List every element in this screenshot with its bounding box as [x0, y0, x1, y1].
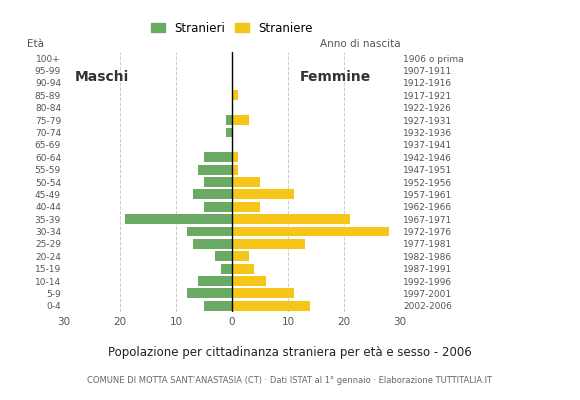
Bar — [204, 152, 232, 162]
Text: Maschi: Maschi — [75, 70, 129, 84]
Text: Anno di nascita: Anno di nascita — [320, 39, 400, 49]
Bar — [187, 226, 232, 236]
Bar — [232, 301, 310, 311]
Bar — [232, 115, 249, 125]
Text: Femmine: Femmine — [299, 70, 371, 84]
Bar — [232, 90, 238, 100]
Bar — [232, 288, 293, 298]
Bar — [232, 202, 260, 212]
Bar — [187, 288, 232, 298]
Bar — [125, 214, 232, 224]
Text: Popolazione per cittadinanza straniera per età e sesso - 2006: Popolazione per cittadinanza straniera p… — [108, 346, 472, 359]
Text: Età: Età — [27, 39, 44, 49]
Bar — [198, 276, 232, 286]
Bar — [221, 264, 232, 274]
Bar — [204, 301, 232, 311]
Bar — [232, 226, 389, 236]
Text: COMUNE DI MOTTA SANT’ANASTASIA (CT) · Dati ISTAT al 1° gennaio · Elaborazione TU: COMUNE DI MOTTA SANT’ANASTASIA (CT) · Da… — [88, 376, 492, 385]
Bar — [232, 276, 266, 286]
Bar — [204, 202, 232, 212]
Bar — [226, 128, 232, 138]
Bar — [232, 264, 255, 274]
Bar — [232, 165, 238, 174]
Bar — [232, 239, 305, 249]
Bar — [204, 177, 232, 187]
Bar — [232, 152, 238, 162]
Bar — [226, 115, 232, 125]
Legend: Stranieri, Straniere: Stranieri, Straniere — [151, 22, 313, 34]
Bar — [215, 251, 232, 261]
Bar — [232, 177, 260, 187]
Bar — [232, 190, 293, 199]
Bar — [198, 165, 232, 174]
Bar — [232, 214, 350, 224]
Bar — [193, 190, 232, 199]
Bar — [193, 239, 232, 249]
Bar — [232, 251, 249, 261]
